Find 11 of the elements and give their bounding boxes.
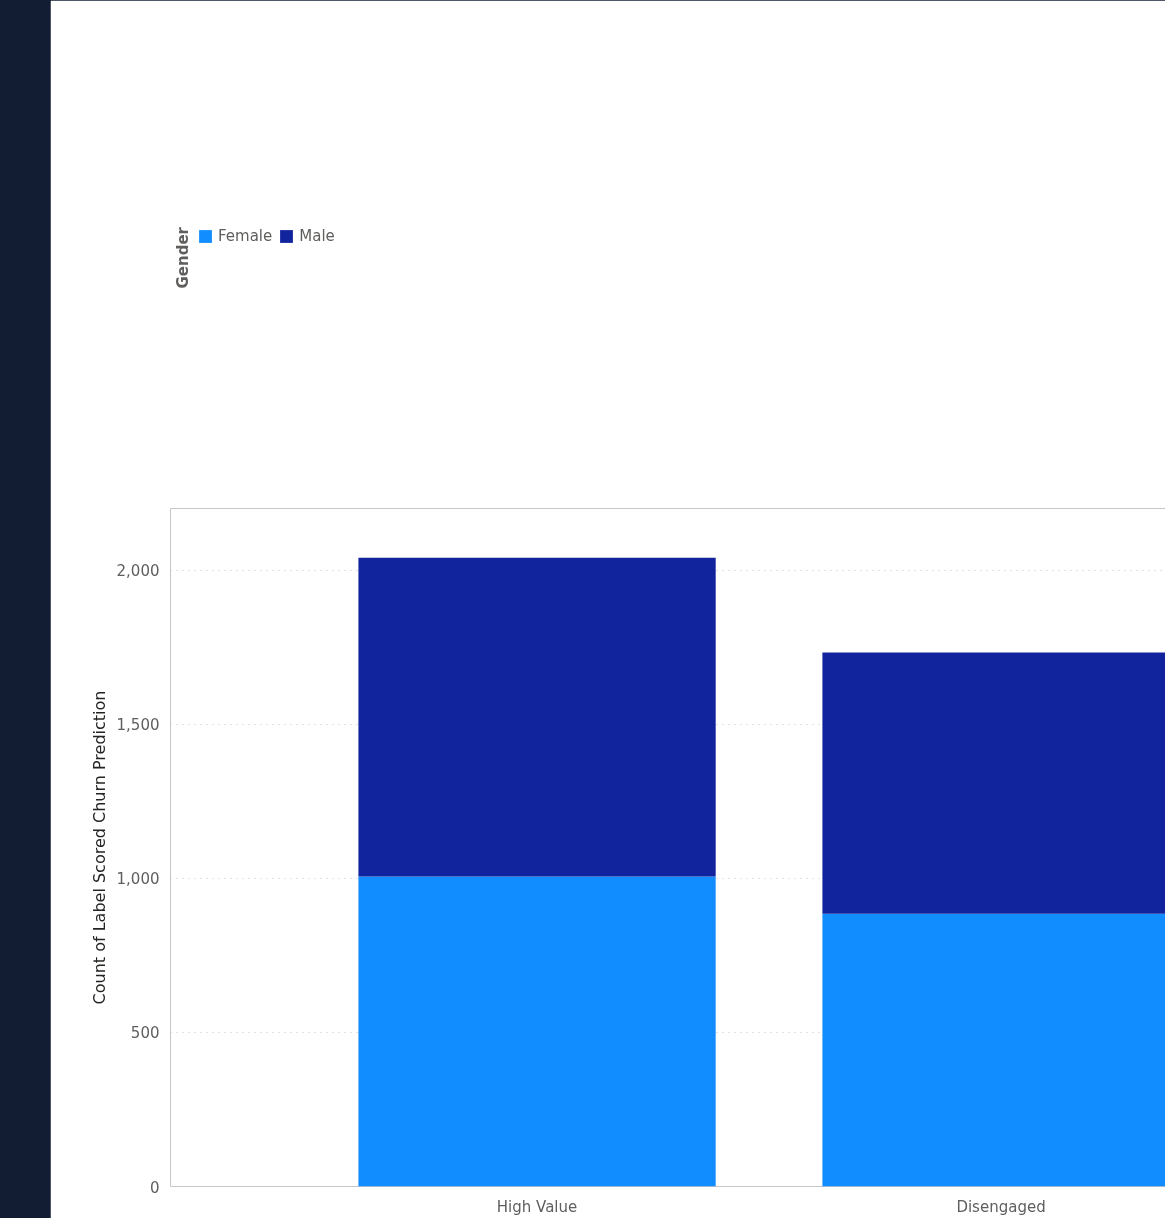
y-axis-title: Count of Label Scored Churn Prediction [89,690,109,1005]
x-tick-label: High Value [496,1197,578,1216]
legend-title: Gender [174,227,192,289]
legend-label: Male [299,227,335,246]
legend-label: Female [218,227,273,246]
y-tick-label: 500 [130,1024,160,1043]
y-tick-label: 1,000 [116,870,160,889]
y-tick-label: 1,500 [116,716,160,735]
y-tick-label: 0 [149,1178,160,1197]
x-tick-label: Disengaged [956,1197,1046,1216]
y-tick-label: 2,000 [116,562,160,581]
